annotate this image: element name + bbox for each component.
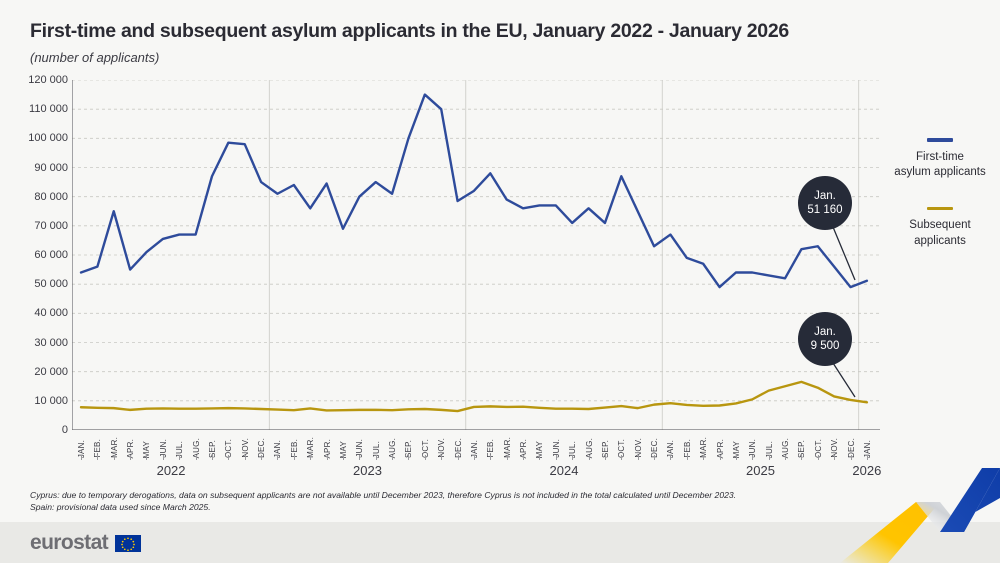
x-axis-tick-mark [555,455,557,460]
x-axis-tick-mark [293,455,295,460]
x-axis-tick-mark [441,455,443,460]
chart-legend: First-time asylum applicants Subsequent app… [880,138,1000,275]
x-axis-tick-mark [490,455,492,460]
y-axis-tick-label: 20 000 [34,365,68,378]
x-axis-tick-mark [359,455,361,460]
decorative-corner-graphic [840,468,1000,563]
y-axis-tick-label: 110 000 [29,103,68,116]
x-axis-tick-mark [97,455,99,460]
x-axis-tick-mark [244,455,246,460]
x-axis-tick-mark [703,455,705,460]
x-axis-tick-mark [637,455,639,460]
chart-canvas [72,80,880,430]
y-axis-labels: 0 10 000 20 000 30 000 40 000 50 000 60 000 70 … [0,74,72,436]
x-axis-year-label: 2026 [852,463,882,478]
footnote-cyprus: Cyprus: due to temporary derogations, da… [30,490,737,500]
x-axis-tick-mark [719,455,721,460]
footnote-spain: Spain: provisional data used since March… [30,502,211,513]
y-axis-tick-label: 50 000 [34,278,68,291]
legend-item-first-time-asylum-applicants[interactable]: First-time asylum applicants [880,138,1000,181]
x-axis-year-label: 2022 [156,463,186,478]
series-line [79,93,869,289]
x-axis-tick-mark [162,455,164,460]
x-axis-tick-mark [850,455,852,460]
x-axis-tick-mark [785,455,787,460]
legend-label: Subsequent applicants [909,219,971,247]
legend-item-subsequent-applicants[interactable]: Subsequent applicants [880,206,1000,250]
x-axis-tick-mark [834,455,836,460]
footnotes: Cyprus: due to temporary derogations, da… [30,489,790,514]
x-axis-tick-mark [752,455,754,460]
callout-subsequent: Jan. 9 500 [798,312,852,366]
x-axis-tick-mark [277,455,279,460]
y-axis-tick-label: 120 000 [28,74,68,86]
legend-color-swatch [927,206,953,211]
x-axis-tick-mark [539,455,541,460]
x-axis-tick-mark [179,455,181,460]
y-axis-tick-label: 100 000 [28,132,68,145]
x-axis-tick-mark [408,455,410,460]
x-axis-tick-mark [211,455,213,460]
y-axis-tick-label: 60 000 [34,249,68,261]
legend-color-swatch [927,138,953,142]
x-axis-tick-mark [326,455,328,460]
eu-stars-icon [121,536,135,551]
legend-label: First-time asylum applicants [894,150,986,179]
x-axis-tick-mark [473,455,475,460]
x-axis-tick-mark [228,455,230,460]
x-axis-tick-mark [572,455,574,460]
x-axis-tick-mark [866,455,868,460]
y-axis-tick-label: 30 000 [34,336,68,349]
y-axis-tick-label: 80 000 [34,190,68,203]
y-axis-tick-label: 90 000 [34,161,68,174]
x-axis-tick-mark [801,455,803,460]
x-axis-year-label: 2023 [353,463,382,478]
y-axis-tick-label: 70 000 [34,219,68,232]
y-axis-tick-label: 0 [61,424,68,436]
x-axis-tick-mark [261,455,263,460]
series-line [79,380,869,413]
x-axis-tick-mark [146,455,148,460]
x-axis-tick-mark [817,455,819,460]
eurostat-wordmark: eurostat [30,531,109,554]
x-axis-year-label: 2025 [746,463,775,478]
x-axis-tick-mark [588,455,590,460]
callout-first-time: Jan. 51 160 [798,176,852,230]
x-axis-tick-mark [621,455,623,460]
x-axis-tick-mark [81,455,82,460]
y-axis-tick-label: 10 000 [34,394,68,407]
x-axis-tick-mark [654,455,656,460]
x-axis-tick-mark [670,455,672,460]
x-axis-tick-mark [130,455,132,460]
x-axis-tick-mark [604,455,606,460]
x-axis-tick-mark [424,455,426,460]
x-axis-year-label: 2024 [549,463,579,478]
x-axis-tick-mark [310,455,312,460]
callout-value: 9 500 [810,340,840,352]
y-axis-tick-label: 40 000 [34,307,68,320]
x-axis-tick-mark [375,455,377,460]
page-subtitle: (number of applicants) [30,50,160,65]
x-axis-tick-mark [686,455,688,460]
x-axis-tick-mark [113,455,115,460]
eu-flag-icon [115,534,142,552]
eurostat-logo: eurostat [30,531,142,555]
x-axis-tick-mark [342,455,344,460]
callout-month: Jan. [814,189,836,202]
x-axis-tick-mark [392,455,394,460]
x-axis-tick-mark [457,455,459,460]
x-axis-tick-mark [735,455,737,460]
footer-band [0,522,1000,563]
x-axis: JAN. FEB. MAR. APR. MAY JUN. JUL. AUG. SEP. OCT. N… [72,430,882,480]
x-axis-tick-mark [768,455,770,460]
plot-area: 0 10 000 20 000 30 000 40 000 50 000 60 000 70 … [0,74,880,436]
page-title: First-time and subsequent asylum applica… [30,20,789,42]
callout-value: 51 160 [807,204,843,216]
callout-month: Jan. [814,325,836,338]
x-axis-tick-mark [195,455,197,460]
x-axis-tick-mark [506,455,508,460]
x-axis-tick-mark [523,455,525,460]
